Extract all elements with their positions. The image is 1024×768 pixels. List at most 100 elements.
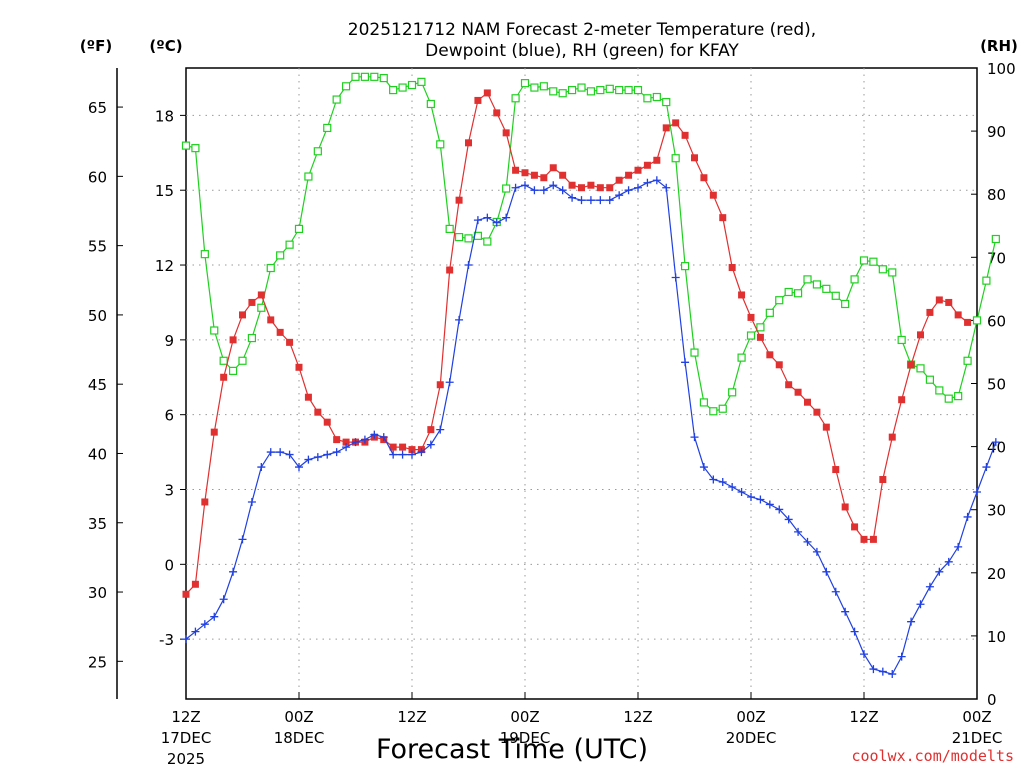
dewpoint-series xyxy=(182,176,1000,679)
temperature-point xyxy=(907,361,915,369)
dewpoint-point xyxy=(436,425,445,434)
rh-tick-label: 80 xyxy=(987,186,1006,204)
temperature-point xyxy=(822,423,830,431)
dewpoint-point xyxy=(332,448,341,457)
fahrenheit-tick-label: 60 xyxy=(88,168,107,186)
dewpoint-point xyxy=(568,193,577,202)
time-tick-hour-label: 12Z xyxy=(397,708,426,726)
time-tick-date-label: 18DEC xyxy=(274,729,325,747)
celsius-tick-label: 12 xyxy=(155,257,174,275)
dewpoint-point xyxy=(417,448,426,457)
rh-point xyxy=(615,85,624,95)
dewpoint-point xyxy=(191,627,200,636)
rh-point xyxy=(228,366,238,375)
rh-point xyxy=(351,72,360,81)
dewpoint-point xyxy=(389,450,398,459)
rh-point xyxy=(680,262,690,271)
dewpoint-point xyxy=(897,652,906,661)
celsius-tick-label: 3 xyxy=(164,481,174,499)
rh-point xyxy=(935,386,944,395)
celsius-tick-label: 6 xyxy=(164,407,174,425)
celsius-tick-label: 9 xyxy=(164,332,174,350)
rh-point xyxy=(549,87,558,96)
temperature-point xyxy=(775,361,783,369)
rh-point xyxy=(511,94,520,103)
rh-point xyxy=(878,265,887,274)
temperature-point xyxy=(427,426,435,434)
rh-point xyxy=(530,83,539,92)
time-tick-hour-label: 12Z xyxy=(623,708,652,726)
temperature-point xyxy=(530,171,538,179)
time-tick-date-label: 19DEC xyxy=(500,729,551,747)
temperature-point xyxy=(917,331,924,339)
temperature-point xyxy=(455,196,463,204)
dewpoint-point xyxy=(445,378,454,387)
dewpoint-point xyxy=(304,455,313,464)
celsius-tick-label: 18 xyxy=(155,107,174,125)
rh-point xyxy=(558,89,567,98)
temperature-point xyxy=(502,129,510,137)
dewpoint-point xyxy=(624,186,633,195)
time-axis: 12Z 17DEC 2025 00Z 18DEC 12Z 00Z 19DEC 12Z 00Z 20D… xyxy=(161,692,1002,768)
temperature-series xyxy=(182,89,972,598)
temperature-point xyxy=(756,333,764,341)
rh-point xyxy=(850,275,859,284)
rh-point xyxy=(954,392,963,401)
rh-point xyxy=(841,299,850,309)
temperature-point xyxy=(719,214,727,222)
dewpoint-point xyxy=(586,196,595,205)
rh-point xyxy=(586,87,596,96)
fahrenheit-tick-label: 35 xyxy=(88,515,107,533)
dewpoint-point xyxy=(671,273,680,282)
temperature-point xyxy=(446,266,454,274)
temperature-point xyxy=(615,176,623,184)
dewpoint-point xyxy=(521,181,529,190)
temperature-point xyxy=(549,164,557,172)
rh-point xyxy=(304,172,313,181)
temperature-point xyxy=(869,535,877,543)
temperature-point xyxy=(295,363,303,371)
dewpoint-point xyxy=(351,438,360,447)
temperature-point xyxy=(521,169,529,177)
rh-axis: 0 10 20 30 40 50 60 70 80 90 100 xyxy=(971,60,1016,709)
rh-point xyxy=(577,83,586,92)
dewpoint-point xyxy=(907,617,916,626)
rh-point xyxy=(567,85,577,95)
temperature-point xyxy=(964,318,972,326)
rh-point xyxy=(219,356,228,365)
rh-point xyxy=(822,284,831,293)
dewpoint-point xyxy=(502,213,511,222)
dewpoint-point xyxy=(794,527,803,536)
time-tick-hour-label: 00Z xyxy=(962,708,991,726)
temperature-point xyxy=(559,171,567,179)
dewpoint-point xyxy=(596,196,605,205)
dewpoint-point xyxy=(634,183,642,192)
rh-point xyxy=(916,364,925,373)
fahrenheit-tick-label: 40 xyxy=(88,445,107,463)
rh-point xyxy=(897,335,906,345)
rh-point xyxy=(652,92,661,102)
dewpoint-point xyxy=(756,495,765,504)
temperature-point xyxy=(926,308,934,316)
rh-unit-label: (RH) xyxy=(980,37,1018,55)
dewpoint-point xyxy=(219,595,228,604)
rh-point xyxy=(191,144,200,153)
dewpoint-point xyxy=(473,216,482,225)
temperature-point xyxy=(323,418,331,426)
dewpoint-point xyxy=(973,487,981,496)
fahrenheit-unit-label: (ºF) xyxy=(80,37,112,55)
temperature-point xyxy=(248,298,256,306)
dewpoint-point xyxy=(492,218,501,227)
rh-point xyxy=(793,289,803,298)
rh-point xyxy=(276,251,285,260)
dewpoint-point xyxy=(765,500,774,509)
rh-point xyxy=(643,94,652,103)
rh-point xyxy=(539,82,548,91)
dewpoint-point xyxy=(483,213,492,222)
rh-point xyxy=(210,326,219,335)
source-credit: coolwx.com/modelts xyxy=(851,747,1014,765)
temperature-point xyxy=(286,338,294,346)
rh-point xyxy=(662,97,671,107)
dewpoint-point xyxy=(464,261,473,270)
dewpoint-point xyxy=(737,487,746,496)
